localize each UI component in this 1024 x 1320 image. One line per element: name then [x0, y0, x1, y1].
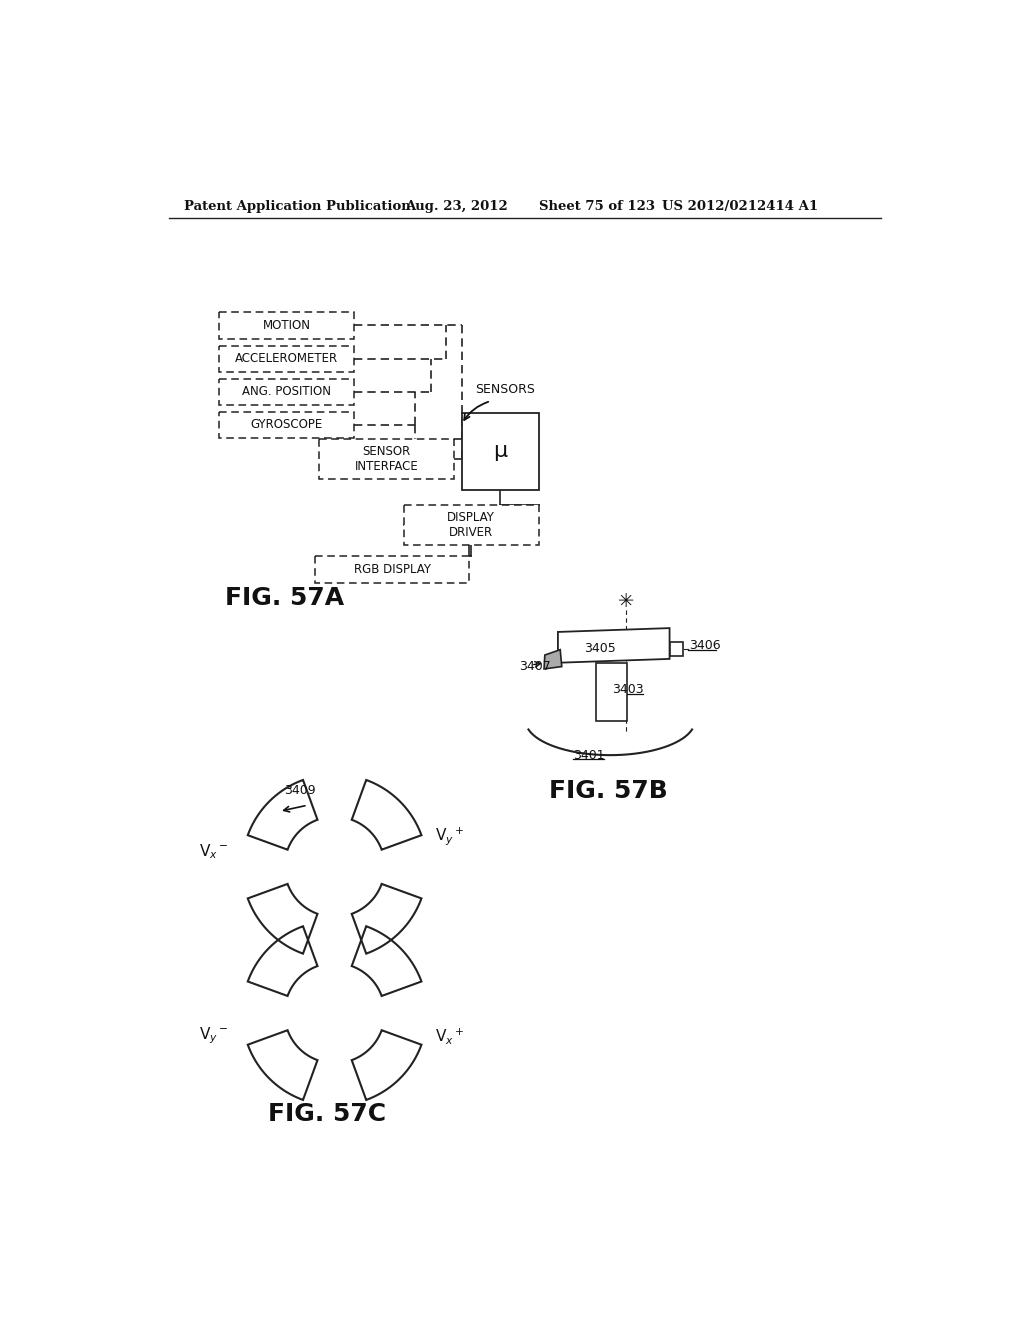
Text: SENSOR
INTERFACE: SENSOR INTERFACE	[354, 445, 419, 474]
Text: μ: μ	[494, 441, 507, 461]
Text: Sheet 75 of 123: Sheet 75 of 123	[539, 199, 654, 213]
Text: MOTION: MOTION	[262, 319, 310, 333]
Text: V$_x$$^+$: V$_x$$^+$	[435, 1026, 464, 1047]
FancyBboxPatch shape	[403, 506, 539, 545]
Polygon shape	[558, 628, 670, 663]
FancyBboxPatch shape	[596, 663, 628, 721]
Text: RGB DISPLAY: RGB DISPLAY	[354, 564, 431, 576]
Text: US 2012/0212414 A1: US 2012/0212414 A1	[662, 199, 818, 213]
Text: 3403: 3403	[611, 684, 643, 696]
Text: 3406: 3406	[689, 639, 721, 652]
Text: SENSORS: SENSORS	[475, 383, 536, 396]
Text: ACCELEROMETER: ACCELEROMETER	[234, 352, 338, 366]
FancyBboxPatch shape	[219, 346, 354, 372]
Text: ✳: ✳	[617, 591, 634, 611]
Text: FIG. 57C: FIG. 57C	[268, 1102, 386, 1126]
FancyBboxPatch shape	[462, 412, 539, 490]
Text: 3409: 3409	[285, 784, 316, 797]
Text: 3401: 3401	[573, 748, 605, 762]
FancyBboxPatch shape	[219, 313, 354, 339]
Polygon shape	[544, 649, 562, 669]
FancyBboxPatch shape	[219, 412, 354, 438]
Text: V$_y$$^-$: V$_y$$^-$	[199, 1026, 228, 1047]
FancyBboxPatch shape	[670, 642, 683, 656]
Text: V$_y$$^+$: V$_y$$^+$	[435, 825, 464, 847]
Text: Aug. 23, 2012: Aug. 23, 2012	[404, 199, 508, 213]
FancyBboxPatch shape	[219, 379, 354, 405]
Text: 3407: 3407	[519, 660, 551, 673]
Text: V$_x$$^-$: V$_x$$^-$	[199, 842, 228, 861]
Text: 3405: 3405	[585, 642, 616, 655]
Text: FIG. 57A: FIG. 57A	[225, 586, 344, 610]
Text: ANG. POSITION: ANG. POSITION	[242, 385, 331, 399]
Text: Patent Application Publication: Patent Application Publication	[184, 199, 412, 213]
Text: GYROSCOPE: GYROSCOPE	[250, 418, 323, 432]
Text: DISPLAY
DRIVER: DISPLAY DRIVER	[447, 511, 496, 539]
FancyBboxPatch shape	[315, 556, 469, 583]
FancyBboxPatch shape	[319, 440, 454, 479]
Text: FIG. 57B: FIG. 57B	[549, 779, 668, 803]
